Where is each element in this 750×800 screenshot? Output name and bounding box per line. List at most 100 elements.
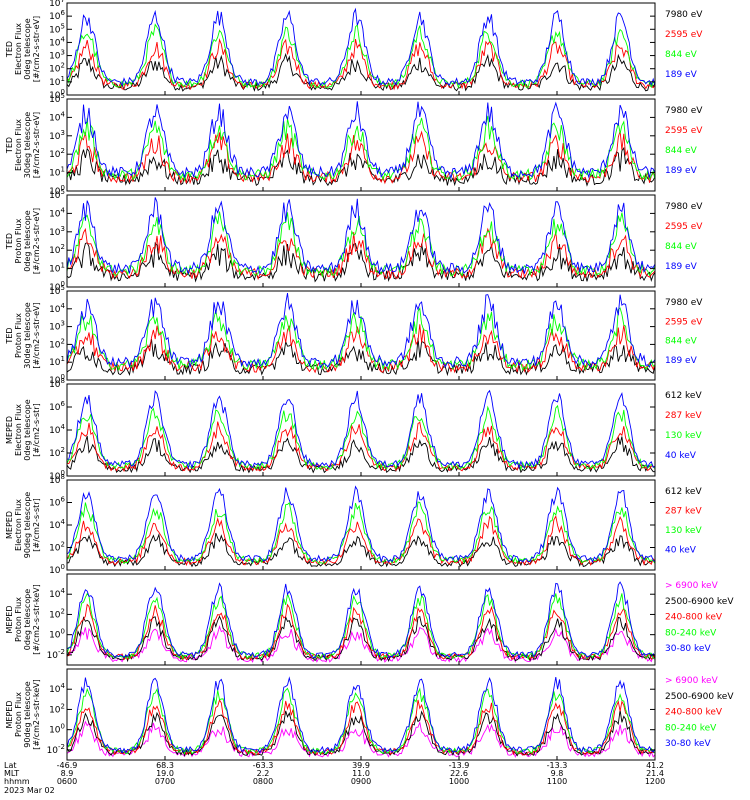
y-axis-label: Proton Flux: [14, 313, 23, 358]
y-tick-label: 102: [49, 62, 65, 75]
series-meped-p-90-1: [66, 709, 656, 757]
series-ted-p-30-2: [66, 307, 656, 372]
y-tick-label: 103: [49, 49, 65, 62]
x-tick-hhmm: 0800: [253, 777, 273, 786]
y-axis-label: 30deg telescope: [23, 112, 32, 179]
panel-frame: [66, 194, 656, 288]
legend-entry: 2595 eV: [665, 222, 703, 232]
y-tick-label: 10-2: [47, 743, 65, 756]
x-tick-mlt: 8.9: [61, 769, 74, 778]
y-axis-label: Proton Flux: [14, 597, 23, 642]
x-row-label: MLT: [4, 769, 19, 778]
x-tick-mlt: 19.0: [156, 769, 174, 778]
series-ted-p-0-2: [66, 211, 656, 278]
series-meped-p-90-0: [66, 720, 656, 759]
y-axis-label: [#/cm2-s-str-eV]: [32, 112, 41, 178]
series-meped-p-90-4: [66, 676, 656, 754]
x-axis-labels: LatMLThhmm-46.98.9060068.319.00700-63.32…: [4, 761, 665, 795]
series-ted-p-30-0: [66, 337, 656, 377]
panel-ted-e-30: 100 101 102 103 104 105 TED Electron Flux 30deg …: [5, 92, 703, 197]
series-meped-p-90-3: [66, 687, 656, 756]
series-meped-e-0-3: [66, 389, 656, 470]
x-tick-hhmm: 0700: [155, 777, 175, 786]
series-ted-e-0-3: [66, 7, 656, 87]
legend-entry: 2595 eV: [665, 126, 703, 136]
y-tick-label: 105: [49, 92, 65, 105]
y-tick-label: 100: [49, 280, 65, 293]
y-tick-label: 105: [49, 22, 65, 35]
legend-entry: 2595 eV: [665, 30, 703, 40]
series-meped-p-0-4: [66, 581, 656, 660]
y-axis-label: [#/cm2-s-str-eV]: [32, 16, 41, 82]
y-axis-label: MEPED: [5, 416, 14, 444]
y-tick-label: 100: [49, 88, 65, 101]
legend-entry: 7980 eV: [665, 10, 703, 20]
y-tick-label: 108: [49, 377, 65, 390]
y-axis-label: Electron Flux: [14, 119, 23, 171]
y-axis-label: [#/cm2-s-str-eV]: [32, 208, 41, 274]
legend-entry: 2595 eV: [665, 317, 703, 327]
legend-entry: 844 eV: [665, 337, 698, 347]
series-ted-p-30-3: [66, 293, 656, 369]
legend-entry: 240-800 keV: [665, 708, 723, 718]
legend-entry: 287 keV: [665, 507, 702, 517]
x-tick-hhmm: 1200: [645, 777, 665, 786]
panel-meped-e-90: 100 102 104 106 108 MEPED Electron Flux 90deg t…: [5, 473, 702, 576]
legend-entry: 30-80 keV: [665, 739, 711, 749]
series-meped-p-0-1: [66, 615, 656, 663]
series-ted-e-0-0: [66, 52, 656, 92]
legend-entry: 40 keV: [665, 451, 697, 461]
y-axis-label: [#/cm2-s-str]: [32, 403, 41, 456]
y-tick-label: 101: [49, 166, 65, 179]
y-tick-label: 10-2: [47, 648, 65, 661]
y-axis-label: TED: [5, 137, 14, 154]
x-tick-lat: -46.9: [57, 761, 78, 770]
y-axis-label: 0deg telescope: [23, 210, 32, 271]
x-tick-mlt: 21.4: [646, 769, 664, 778]
y-axis-label: [#/cm2-s-str-eV]: [32, 302, 41, 368]
series-meped-e-90-0: [66, 532, 656, 568]
legend-entry: 130 keV: [665, 526, 702, 536]
x-tick-lat: -13.3: [547, 761, 568, 770]
legend-entry: 844 eV: [665, 242, 698, 252]
y-tick-label: 106: [49, 400, 65, 413]
y-axis-label: [#/cm2-s-str-keV]: [32, 584, 41, 655]
series-meped-e-0-1: [66, 421, 656, 473]
y-tick-label: 105: [49, 284, 65, 297]
y-tick-label: 103: [49, 320, 65, 333]
y-axis-label: 0deg telescope: [23, 399, 32, 460]
y-tick-label: 100: [49, 628, 65, 641]
y-tick-label: 108: [49, 473, 65, 486]
x-tick-mlt: 11.0: [352, 769, 370, 778]
series-meped-p-0-2: [66, 603, 656, 662]
x-tick-lat: -13.9: [449, 761, 470, 770]
y-axis-label: 0deg telescope: [23, 18, 32, 79]
y-axis-label: Proton Flux: [14, 218, 23, 263]
y-tick-label: 102: [49, 607, 65, 620]
y-tick-label: 104: [49, 682, 65, 695]
x-tick-hhmm: 1100: [547, 777, 567, 786]
x-tick-lat: 39.9: [352, 761, 370, 770]
series-ted-p-0-1: [66, 227, 656, 281]
y-tick-label: 103: [49, 225, 65, 238]
y-axis-label: [#/cm2-s-str]: [32, 498, 41, 551]
y-tick-label: 105: [49, 188, 65, 201]
x-tick-lat: 41.2: [646, 761, 664, 770]
panel-frame: [66, 2, 656, 96]
x-row-label: hhmm: [4, 777, 30, 786]
legend-entry: 844 eV: [665, 50, 698, 60]
y-tick-label: 102: [49, 702, 65, 715]
series-ted-e-30-3: [66, 101, 656, 180]
legend-entry: 612 keV: [665, 487, 702, 497]
panel-frame: [66, 573, 656, 666]
y-axis-label: Electron Flux: [14, 499, 23, 551]
y-tick-label: 102: [49, 446, 65, 459]
series-meped-e-90-1: [66, 514, 656, 567]
panel-ted-p-30: 100 101 102 103 104 105 TED Proton Flux 30deg te…: [5, 284, 703, 386]
legend-entry: > 6900 keV: [665, 581, 719, 591]
series-ted-p-30-1: [66, 324, 656, 374]
y-axis-label: TED: [5, 233, 14, 250]
y-tick-label: 100: [49, 184, 65, 197]
y-tick-label: 104: [49, 518, 65, 531]
y-axis-label: TED: [5, 327, 14, 344]
